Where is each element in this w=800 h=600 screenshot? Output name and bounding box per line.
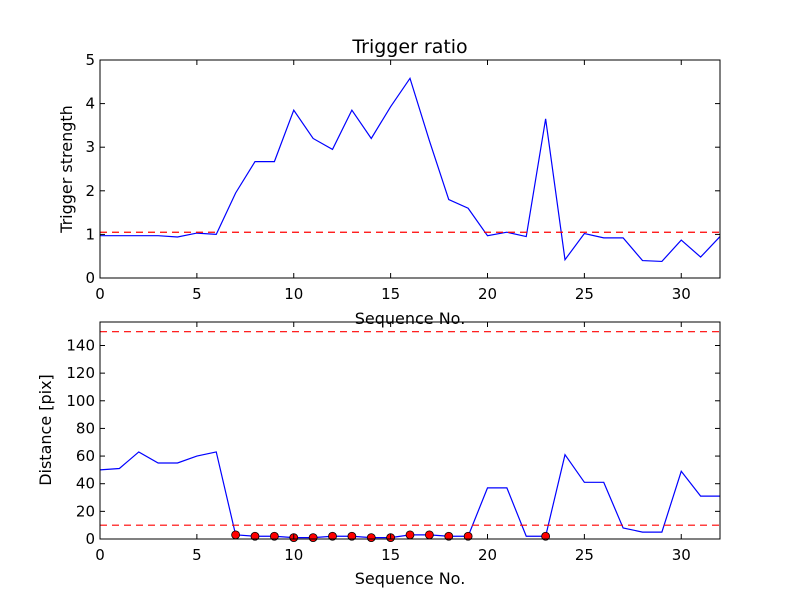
data-point-marker: [444, 531, 454, 541]
y-tick-label: 2: [85, 182, 95, 200]
y-tick-label: 0: [85, 530, 95, 548]
x-tick-label: 5: [192, 285, 202, 303]
y-tick-label: 120: [66, 364, 95, 382]
x-tick-label: 5: [192, 546, 202, 564]
data-point-marker: [347, 531, 357, 541]
y-tick-label: 140: [66, 336, 95, 354]
x-tick-label: 10: [284, 546, 303, 564]
y-tick-label: 80: [76, 419, 95, 437]
series-line: [100, 76, 721, 263]
data-point-marker: [269, 531, 279, 541]
data-point-marker: [250, 531, 260, 541]
x-tick-label: 30: [672, 285, 691, 303]
y-axis-label: Trigger strength: [57, 105, 76, 234]
data-point-marker: [424, 530, 434, 540]
data-point-marker: [308, 533, 318, 543]
data-point-marker: [541, 531, 551, 541]
y-tick-label: 60: [76, 447, 95, 465]
x-tick-label: 25: [575, 285, 594, 303]
x-tick-label: 30: [672, 546, 691, 564]
trigger-ratio-axes-frame: [99, 59, 721, 279]
x-tick-label: 15: [381, 285, 400, 303]
data-point-marker: [231, 530, 241, 540]
y-tick-label: 100: [66, 392, 95, 410]
data-point-marker: [463, 531, 473, 541]
y-tick-label: 40: [76, 475, 95, 493]
y-tick-label: 0: [85, 269, 95, 287]
distance-ticks: 0 5 10 15 20 25 30 0 20 40 60 80 100 120 140: [66, 322, 720, 564]
y-axis-label: Distance [pix]: [36, 374, 55, 486]
x-axis-label: Sequence No.: [355, 569, 466, 588]
distance-plot-area: [99, 331, 720, 543]
x-tick-label: 20: [478, 285, 497, 303]
distance-chart: 0 5 10 15 20 25 30 0 20 40 60 80 100 120 140 Sequence …: [36, 321, 721, 588]
data-point-marker: [366, 533, 376, 543]
y-tick-label: 3: [85, 138, 95, 156]
x-tick-label: 20: [478, 546, 497, 564]
x-tick-label: 0: [95, 285, 105, 303]
data-point-marker: [328, 531, 337, 541]
chart-title: Trigger ratio: [351, 36, 467, 58]
data-point-marker: [405, 530, 415, 540]
x-axis-label: Sequence No.: [355, 309, 466, 328]
trigger-ratio-chart: Trigger ratio 0 5 10 15 20 25 30 0 1 2 3 4 5 Sequenc…: [57, 36, 721, 328]
x-tick-label: 15: [381, 546, 400, 564]
trigger-ratio-ticks: 0 5 10 15 20 25 30 0 1 2 3 4 5: [85, 51, 720, 303]
x-tick-label: 10: [284, 285, 303, 303]
distance-axes-frame: [99, 321, 721, 540]
x-tick-label: 25: [575, 546, 594, 564]
y-tick-label: 5: [85, 51, 95, 69]
y-tick-label: 20: [76, 502, 95, 520]
y-tick-label: 4: [85, 95, 95, 113]
x-tick-label: 0: [95, 546, 105, 564]
trigger-ratio-plot-area: [100, 76, 721, 263]
y-tick-label: 1: [85, 225, 95, 243]
